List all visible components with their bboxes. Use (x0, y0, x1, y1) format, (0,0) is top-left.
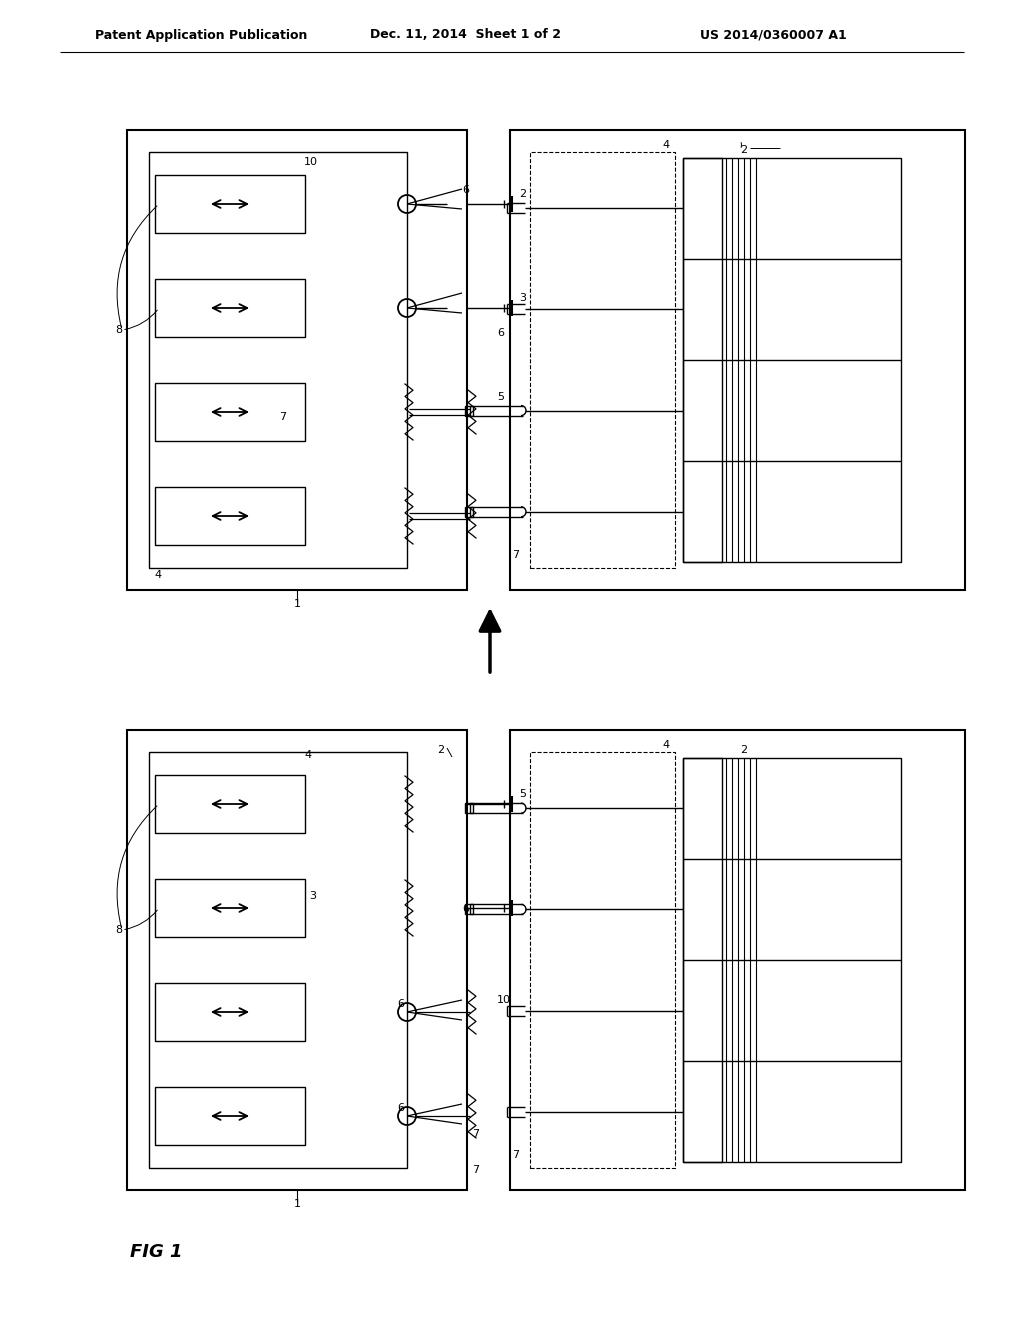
Text: US 2014/0360007 A1: US 2014/0360007 A1 (700, 29, 847, 41)
Bar (465, 405, 473, 416)
Text: Dec. 11, 2014  Sheet 1 of 2: Dec. 11, 2014 Sheet 1 of 2 (370, 29, 561, 41)
Text: 2: 2 (519, 189, 526, 199)
Bar (155, 983, 305, 1041)
Text: 4: 4 (663, 140, 670, 150)
Text: 2: 2 (437, 744, 444, 755)
Text: 2: 2 (740, 145, 748, 154)
Bar (155, 383, 305, 441)
Text: 6: 6 (462, 904, 469, 915)
Text: 6: 6 (397, 1104, 404, 1113)
Text: 10: 10 (304, 157, 318, 168)
Bar (510, 730, 965, 1191)
Bar (465, 507, 473, 517)
Bar (150, 752, 407, 1168)
Text: 7: 7 (512, 1150, 519, 1160)
Text: Patent Application Publication: Patent Application Publication (95, 29, 307, 41)
Bar (155, 879, 305, 937)
Bar (155, 1086, 305, 1144)
Text: 7: 7 (472, 1129, 479, 1139)
Bar (683, 157, 901, 562)
Text: FIG 1: FIG 1 (130, 1243, 182, 1261)
Text: 8: 8 (115, 925, 122, 935)
Text: 7: 7 (512, 550, 519, 560)
Bar (155, 279, 305, 337)
Text: 5: 5 (519, 789, 526, 799)
Bar (683, 758, 722, 1163)
Text: 6: 6 (462, 185, 469, 195)
Bar (530, 752, 675, 1168)
Text: 4: 4 (154, 570, 161, 579)
Bar (510, 129, 965, 590)
Text: 3: 3 (309, 891, 316, 902)
Bar (530, 152, 675, 568)
Bar (127, 129, 467, 590)
Text: 4: 4 (663, 741, 670, 750)
Text: 3: 3 (519, 293, 526, 304)
Text: 1: 1 (294, 599, 300, 609)
Bar (683, 758, 901, 1163)
Bar (465, 803, 473, 813)
Bar (683, 157, 722, 562)
Text: 7: 7 (472, 1166, 479, 1175)
Text: 7: 7 (279, 412, 286, 422)
Text: 6: 6 (497, 327, 504, 338)
Text: 4: 4 (304, 750, 311, 760)
Text: 5: 5 (497, 392, 504, 403)
Bar (127, 730, 467, 1191)
Bar (150, 152, 407, 568)
Bar (155, 775, 305, 833)
Text: 8: 8 (115, 325, 122, 335)
Text: 10: 10 (497, 995, 511, 1005)
Bar (155, 176, 305, 234)
Text: 6: 6 (397, 999, 404, 1008)
Bar (155, 487, 305, 545)
Text: 1: 1 (294, 1199, 300, 1209)
Bar (465, 904, 473, 915)
Text: 2: 2 (740, 744, 748, 755)
